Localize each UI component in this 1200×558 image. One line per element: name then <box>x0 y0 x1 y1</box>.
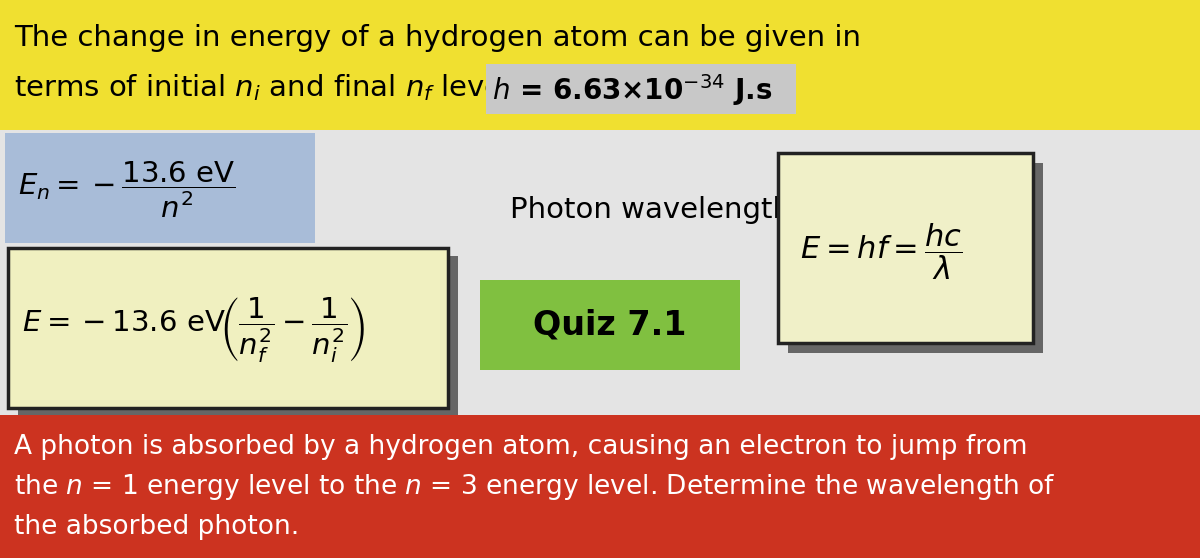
Text: A photon is absorbed by a hydrogen atom, causing an electron to jump from: A photon is absorbed by a hydrogen atom,… <box>14 434 1027 460</box>
Bar <box>0 415 1200 558</box>
Text: terms of initial $n_i$ and final $n_f$ levels:: terms of initial $n_i$ and final $n_f$ l… <box>14 73 546 103</box>
Text: $E = -13.6\ \mathrm{eV}\!\left(\dfrac{1}{n_f^2} - \dfrac{1}{n_i^2}\right)$: $E = -13.6\ \mathrm{eV}\!\left(\dfrac{1}… <box>22 296 366 364</box>
Text: Quiz 7.1: Quiz 7.1 <box>533 309 686 341</box>
Text: the absorbed photon.: the absorbed photon. <box>14 514 299 540</box>
Text: $E = hf = \dfrac{hc}{\lambda}$: $E = hf = \dfrac{hc}{\lambda}$ <box>800 222 962 282</box>
Bar <box>778 153 1033 343</box>
Bar <box>788 163 1043 353</box>
Bar <box>0 130 1200 415</box>
Bar <box>0 0 1200 130</box>
Bar <box>5 133 314 243</box>
Text: The change in energy of a hydrogen atom can be given in: The change in energy of a hydrogen atom … <box>14 24 862 52</box>
Text: $h$ = 6.63×10$^{-34}$ J.s: $h$ = 6.63×10$^{-34}$ J.s <box>492 72 773 108</box>
Bar <box>480 280 740 370</box>
Bar <box>18 256 458 416</box>
Text: Photon wavelength: Photon wavelength <box>510 196 791 224</box>
Bar <box>8 248 448 408</box>
Text: the $n$ = 1 energy level to the $n$ = 3 energy level. Determine the wavelength o: the $n$ = 1 energy level to the $n$ = 3 … <box>14 472 1056 502</box>
Bar <box>486 64 796 114</box>
Text: $E_n = -\dfrac{13.6\ \mathrm{eV}}{n^2}$: $E_n = -\dfrac{13.6\ \mathrm{eV}}{n^2}$ <box>18 160 235 220</box>
